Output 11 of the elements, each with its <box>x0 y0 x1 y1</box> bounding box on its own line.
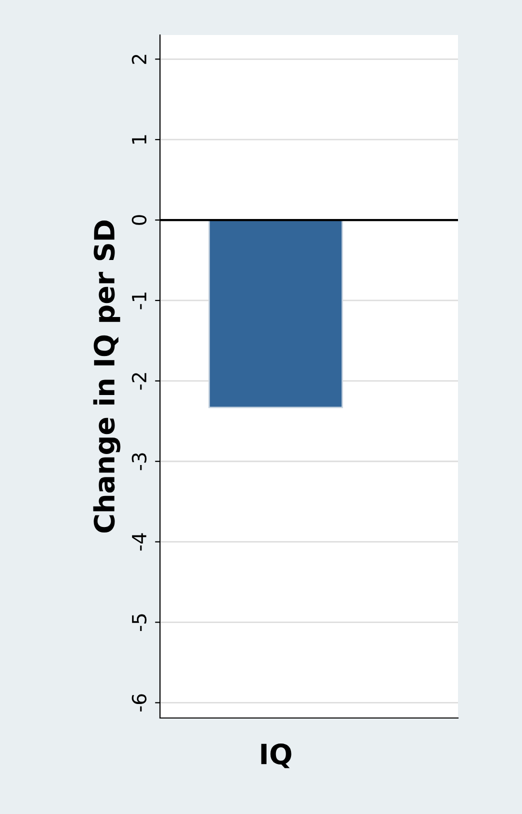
y-tick-label: -4 <box>132 533 146 551</box>
y-tick-label: -1 <box>132 292 146 310</box>
y-axis-title: Change in IQ per SD <box>93 220 120 533</box>
y-tick-label: 1 <box>132 135 146 144</box>
y-tick-label: -6 <box>132 694 147 712</box>
y-tick-label: -2 <box>132 373 146 390</box>
y-tick-label: 2 <box>132 54 146 64</box>
y-tick-label: -5 <box>132 614 147 632</box>
y-tick-label: -3 <box>132 453 147 470</box>
x-tick-label: IQ <box>261 743 292 768</box>
y-tick-label: 0 <box>132 215 147 225</box>
